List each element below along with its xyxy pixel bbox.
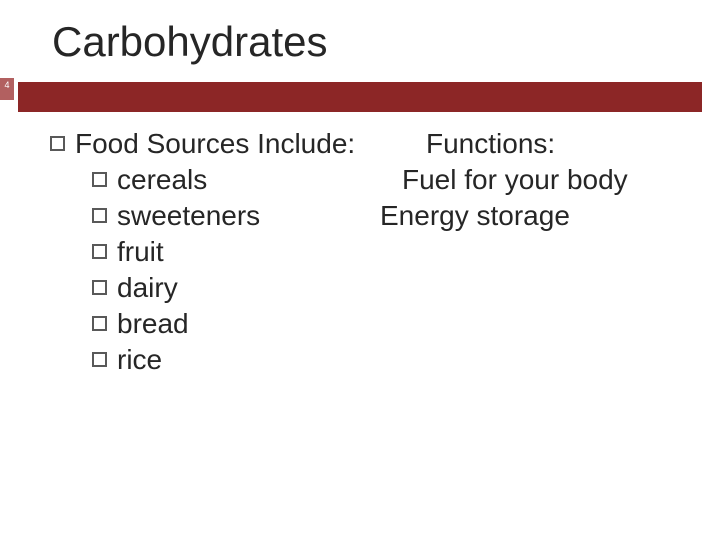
list-item: fruit — [92, 236, 380, 268]
list-item: cereals — [92, 164, 380, 196]
list-item-label: bread — [117, 308, 189, 340]
list-item: dairy — [92, 272, 380, 304]
square-bullet-icon — [92, 280, 107, 295]
square-bullet-icon — [92, 172, 107, 187]
page-number-badge: 4 — [0, 78, 14, 100]
right-line: Energy storage — [380, 200, 700, 232]
list-item: rice — [92, 344, 380, 376]
list-item-label: fruit — [117, 236, 164, 268]
right-column: Functions: Fuel for your body Energy sto… — [380, 128, 700, 236]
square-bullet-icon — [92, 244, 107, 259]
slide: Carbohydrates 4 Food Sources Include: ce… — [0, 0, 720, 540]
left-heading: Food Sources Include: — [75, 128, 355, 160]
accent-bar — [18, 82, 702, 112]
right-heading: Functions: — [380, 128, 700, 160]
left-column: Food Sources Include: cereals sweeteners… — [50, 128, 380, 380]
square-bullet-icon — [92, 208, 107, 223]
list-item-label: dairy — [117, 272, 178, 304]
list-item: bread — [92, 308, 380, 340]
square-bullet-icon — [92, 352, 107, 367]
right-line: Fuel for your body — [380, 164, 700, 196]
list-item: Food Sources Include: — [50, 128, 380, 160]
square-bullet-icon — [50, 136, 65, 151]
square-bullet-icon — [92, 316, 107, 331]
list-item-label: cereals — [117, 164, 207, 196]
list-item-label: sweeteners — [117, 200, 260, 232]
list-item-label: rice — [117, 344, 162, 376]
list-item: sweeteners — [92, 200, 380, 232]
page-title: Carbohydrates — [52, 18, 327, 66]
